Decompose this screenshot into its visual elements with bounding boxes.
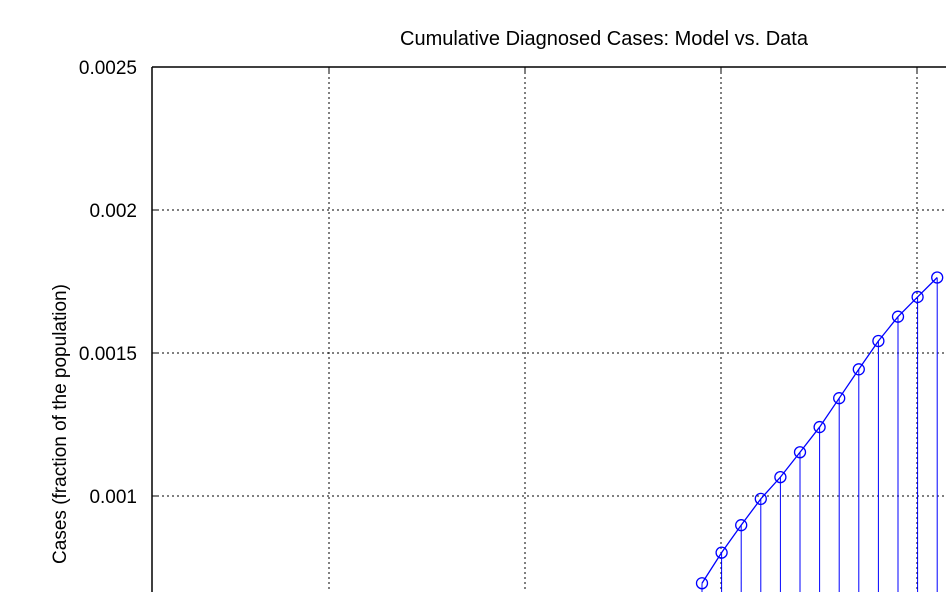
y-tick-label: 0.0015 [79, 344, 137, 365]
data-point-marker [833, 392, 846, 405]
data-point-marker [735, 519, 748, 532]
series-line [701, 277, 938, 584]
y-tick-label: 0.002 [89, 201, 137, 222]
chart-title: Cumulative Diagnosed Cases: Model vs. Da… [400, 28, 809, 50]
data-point-marker [793, 446, 807, 459]
y-tick-label: 0.0025 [79, 58, 137, 79]
data-point-marker [911, 290, 924, 304]
data-point-marker [695, 577, 709, 590]
y-ticks: 0.001 0.0015 0.002 0.0025 [79, 58, 159, 508]
data-point-marker [891, 310, 905, 323]
y-tick-label: 0.001 [89, 487, 137, 508]
plot-frame [151, 66, 946, 592]
data-point-marker [715, 546, 728, 559]
data-point-marker [754, 492, 767, 506]
grid [152, 67, 946, 592]
data-point-marker [774, 470, 787, 484]
y-axis-label: Cases (fraction of the population) [50, 284, 71, 564]
series-group [695, 271, 944, 592]
data-point-marker [872, 334, 885, 348]
data-point-marker [813, 420, 826, 434]
data-point-marker [931, 271, 944, 284]
data-point-marker [852, 363, 865, 376]
